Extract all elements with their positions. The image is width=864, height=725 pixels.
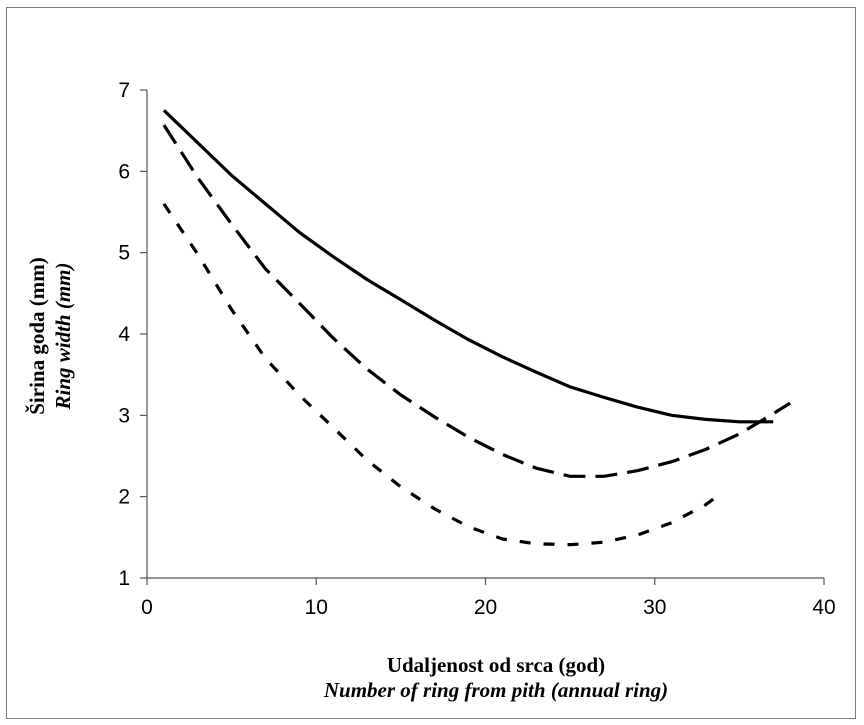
- y-tick-label: 5: [118, 242, 130, 265]
- x-tick-label: 40: [812, 596, 835, 619]
- series-group: [162, 109, 791, 547]
- x-tick-label: 20: [474, 596, 497, 619]
- series-line-short-dashed: [162, 203, 724, 547]
- y-tick-label: 6: [118, 160, 130, 183]
- series-line-solid: [162, 109, 774, 424]
- chart-frame: [6, 7, 856, 719]
- x-tick-label: 0: [141, 596, 153, 619]
- y-tick-label: 2: [118, 486, 130, 509]
- y-tick-label: 7: [118, 79, 130, 102]
- y-axis-title: Širina goda (mm): [25, 257, 49, 415]
- x-ticks: 0 10 20 30 40: [141, 578, 836, 619]
- y-tick-label: 1: [118, 567, 130, 590]
- series-line-dashed: [162, 124, 791, 478]
- y-tick-label: 3: [118, 404, 130, 427]
- axes: [146, 90, 824, 579]
- y-axis-title-english: Ring width (mm): [51, 262, 75, 410]
- x-axis-title: Udaljenost od srca (god): [387, 653, 605, 677]
- x-axis-title-english: Number of ring from pith (annual ring): [323, 678, 668, 702]
- x-tick-label: 10: [305, 596, 328, 619]
- y-ticks: 1 2 3 4 5 6 7: [118, 79, 147, 590]
- y-tick-label: 4: [118, 323, 130, 346]
- x-tick-label: 30: [643, 596, 666, 619]
